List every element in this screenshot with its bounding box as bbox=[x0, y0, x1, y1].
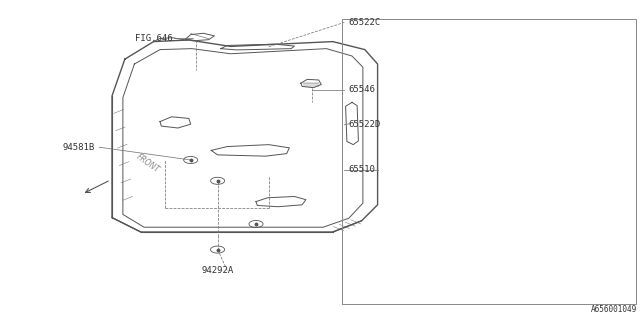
Text: FIG.646: FIG.646 bbox=[135, 34, 173, 43]
Text: 65522D: 65522D bbox=[349, 120, 381, 129]
Text: 65510: 65510 bbox=[349, 165, 376, 174]
Text: 94581B: 94581B bbox=[63, 143, 95, 152]
Text: A656001049: A656001049 bbox=[591, 305, 637, 314]
Text: 65522C: 65522C bbox=[349, 18, 381, 27]
Text: FRONT: FRONT bbox=[134, 152, 161, 174]
Text: 94292A: 94292A bbox=[202, 266, 234, 275]
Text: 65546: 65546 bbox=[349, 85, 376, 94]
